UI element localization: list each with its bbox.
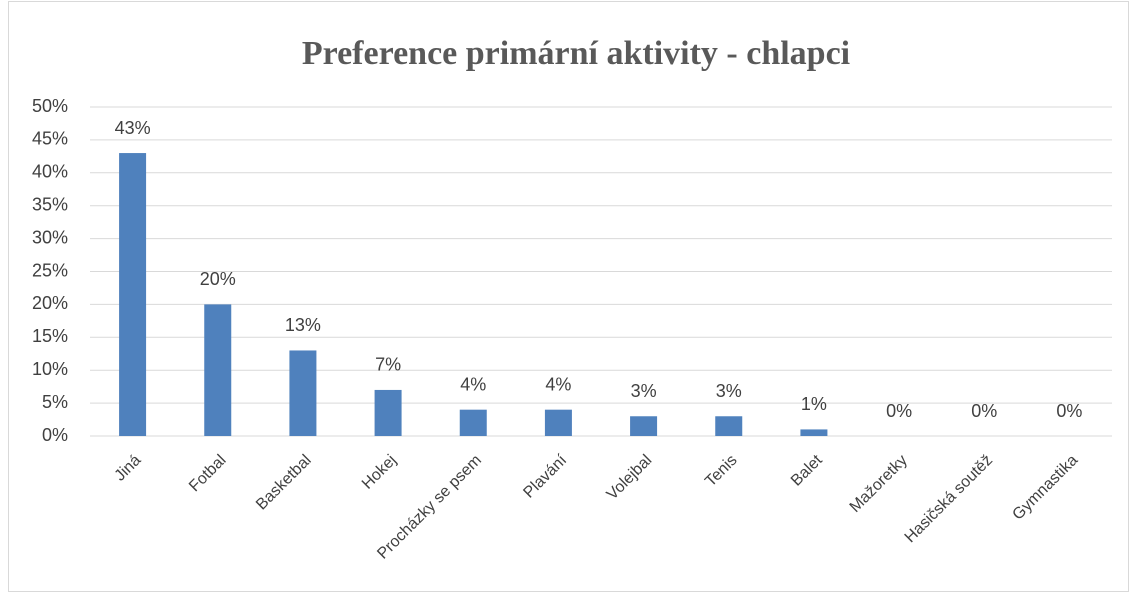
- value-label: 3%: [631, 381, 657, 401]
- value-label: 4%: [460, 374, 486, 394]
- y-tick-label: 25%: [32, 260, 68, 280]
- y-tick-label: 50%: [32, 96, 68, 116]
- value-label: 0%: [971, 401, 997, 421]
- y-tick-label: 0%: [42, 425, 68, 445]
- y-tick-label: 5%: [42, 392, 68, 412]
- value-label: 20%: [200, 269, 236, 289]
- bar: [715, 416, 743, 436]
- value-label: 43%: [115, 118, 151, 138]
- y-tick-label: 45%: [32, 129, 68, 149]
- bar: [459, 409, 487, 436]
- chart-title: Preference primární aktivity - chlapci: [302, 35, 850, 72]
- value-label: 0%: [886, 401, 912, 421]
- value-label: 3%: [716, 381, 742, 401]
- y-tick-label: 10%: [32, 359, 68, 379]
- value-label: 13%: [285, 315, 321, 335]
- y-tick-label: 40%: [32, 162, 68, 182]
- bar: [119, 153, 147, 436]
- y-tick-label: 35%: [32, 194, 68, 214]
- y-tick-label: 20%: [32, 293, 68, 313]
- bar: [800, 429, 828, 436]
- y-tick-label: 15%: [32, 326, 68, 346]
- bar: [289, 350, 317, 436]
- value-label: 0%: [1056, 401, 1082, 421]
- value-label: 1%: [801, 394, 827, 414]
- bar: [630, 416, 658, 436]
- value-label: 4%: [545, 374, 571, 394]
- bar: [374, 389, 402, 436]
- chart-border: [8, 1, 1129, 592]
- bar: [204, 304, 232, 436]
- bar: [544, 409, 572, 436]
- value-label: 7%: [375, 355, 401, 375]
- y-tick-label: 30%: [32, 227, 68, 247]
